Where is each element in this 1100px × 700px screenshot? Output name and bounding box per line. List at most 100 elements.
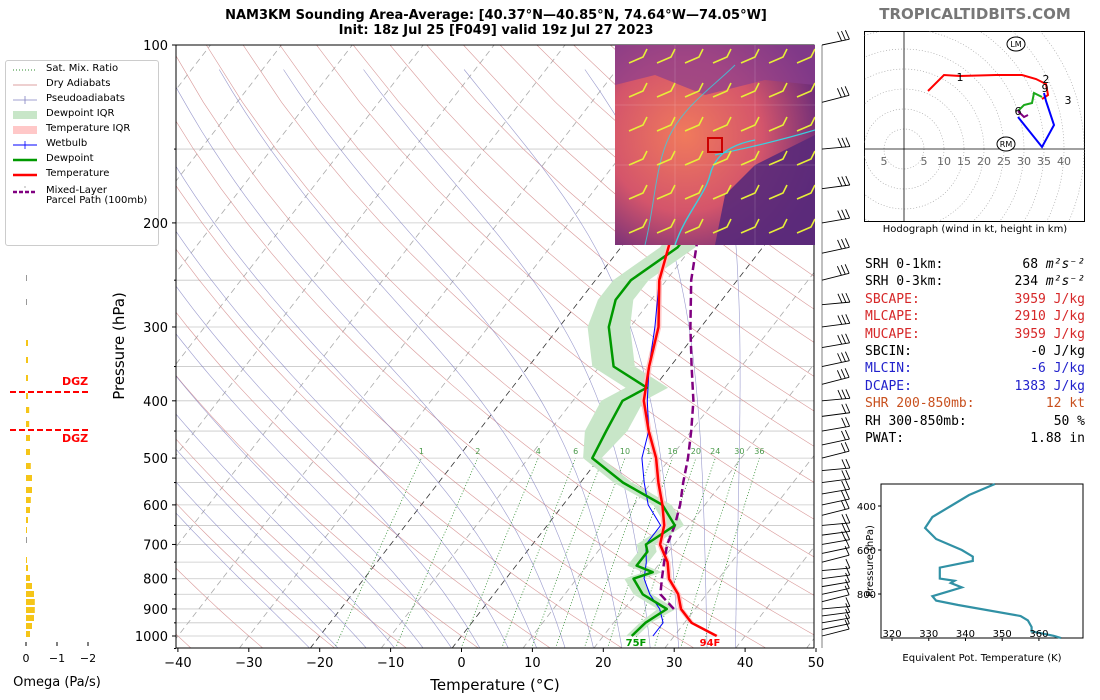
- wind-barb: [821, 389, 851, 402]
- omega-tick-label: −2: [80, 652, 96, 665]
- omega-bar: [26, 475, 32, 481]
- inset-wind-barb: [656, 116, 676, 132]
- inset-wind-barb: [684, 184, 704, 200]
- legend-item: Dry Adiabats: [12, 79, 110, 93]
- omega-bar: [26, 393, 28, 399]
- inset-wind-barb: [628, 82, 648, 98]
- inset-wind-barb: [684, 116, 704, 132]
- hodograph-trace-low: [927, 73, 1050, 100]
- x-tick-label: 10: [524, 656, 541, 671]
- stat-row: MLCAPE: 2910 J/kg: [865, 308, 1085, 325]
- legend-item: Wetbulb: [12, 139, 87, 153]
- legend-label: Wetbulb: [46, 138, 88, 149]
- x-tick-label: 50: [808, 656, 825, 671]
- inset-wind-barb: [628, 116, 648, 132]
- dry-adiabat: [176, 55, 814, 636]
- wind-barb: [821, 403, 851, 417]
- dry-adiabat: [352, 45, 814, 447]
- wind-barb: [821, 469, 851, 484]
- dry-adiabat: [176, 185, 695, 648]
- stat-value: 50 %: [1054, 413, 1085, 430]
- legend-symbol: [12, 154, 38, 166]
- stat-value-number: 1.88 in: [1030, 430, 1085, 446]
- inset-wind-barb: [796, 48, 815, 64]
- stat-value: 3959 J/kg: [1015, 326, 1085, 343]
- theta-e-chart: 320 330 340 350 360 400 600 800 Equivalent Pot. …: [857, 482, 1084, 664]
- theta-x-tick-label: 320: [882, 629, 901, 640]
- theta-frame: [880, 483, 1084, 639]
- inset-wind-barb: [684, 82, 704, 98]
- stat-label: SBCAPE:: [865, 291, 920, 307]
- stat-row: MUCAPE: 3959 J/kg: [865, 326, 1085, 343]
- dry-adiabat: [316, 45, 814, 483]
- hodograph-tick-label: 15: [957, 155, 971, 168]
- inset-wind-barb: [684, 218, 704, 234]
- dry-adiabat: [463, 45, 814, 343]
- inset-wind-barb: [656, 48, 676, 64]
- mixing-ratio-label: 10: [620, 447, 630, 456]
- legend-symbol: [12, 169, 38, 181]
- x-tick-label: −30: [235, 656, 262, 671]
- omega-bar: [26, 583, 32, 589]
- inset-wind-barb: [740, 150, 760, 166]
- dry-adiabat: [242, 45, 814, 558]
- wind-barb: [821, 565, 851, 580]
- legend-item: Pseudoadiabats: [12, 94, 125, 108]
- mixing-ratio-label: 20: [691, 447, 701, 456]
- hodograph-tick-label: 40: [1057, 155, 1071, 168]
- mixing-ratio-line: [460, 457, 539, 648]
- mixing-ratio-label: 16: [667, 447, 677, 456]
- dry-adiabat: [176, 567, 264, 648]
- inset-wind-barb: [740, 116, 760, 132]
- legend-symbol: [12, 79, 38, 91]
- dry-adiabat: [499, 45, 814, 310]
- wind-barb: [821, 333, 851, 348]
- stat-label: PWAT:: [865, 430, 905, 446]
- omega-bar: [26, 591, 34, 597]
- stat-label: SRH 0-3km:: [865, 274, 944, 290]
- hodograph-tick-label: 30: [1017, 155, 1031, 168]
- inset-wind-barb: [796, 150, 815, 166]
- y-tick-label: 400: [143, 395, 168, 410]
- omega-bar: [26, 631, 30, 637]
- isotherm: [176, 45, 424, 365]
- wind-barb: [821, 579, 850, 595]
- wind-barb: [821, 585, 850, 603]
- inset-wind-barb: [628, 48, 648, 64]
- plot-frame: [175, 44, 815, 649]
- pseudoadiabat: [176, 230, 509, 648]
- legend-item: Temperature: [12, 169, 109, 183]
- isotherm: [522, 271, 814, 648]
- stat-label: SBCIN:: [865, 343, 912, 359]
- hodograph-tick-label: 35: [1037, 155, 1051, 168]
- legend-symbol: [12, 64, 38, 76]
- isotherm: [309, 45, 779, 648]
- surface-dewpoint-label: 75F: [626, 638, 647, 649]
- omega-bar: [26, 487, 32, 493]
- wind-barb: [821, 314, 851, 328]
- wind-barb: [821, 175, 851, 190]
- pseudoadiabat: [176, 285, 481, 648]
- wind-barb: [821, 238, 850, 254]
- omega-tick-label: 0: [23, 652, 30, 665]
- title-line-2: Init: 18z Jul 25 [F049] valid 19z Jul 27…: [338, 23, 654, 38]
- wind-barb: [821, 480, 851, 495]
- hodograph-height-label: 3: [1065, 94, 1072, 107]
- stat-row: DCAPE: 1383 J/kg: [865, 378, 1085, 395]
- omega-bar: [26, 623, 32, 629]
- legend-label: Sat. Mix. Ratio: [46, 63, 119, 74]
- x-tick-label: −20: [306, 656, 333, 671]
- pseudoadiabat: [176, 375, 424, 648]
- dewpoint-iqr: [583, 45, 814, 636]
- stat-label: SHR 200-850mb:: [865, 396, 975, 412]
- mixing-ratio-line: [334, 457, 422, 648]
- inset-wind-barb: [768, 116, 788, 132]
- y-tick-label: 100: [143, 39, 168, 54]
- inset-wind-barb: [768, 82, 788, 98]
- legend-symbol: [12, 124, 38, 136]
- wind-barb: [821, 417, 851, 432]
- theta-y-tick-label: 600: [857, 546, 876, 557]
- inset-wind-barb: [628, 150, 648, 166]
- dry-adiabat: [176, 502, 336, 648]
- stat-value-number: 12 kt: [1045, 396, 1085, 412]
